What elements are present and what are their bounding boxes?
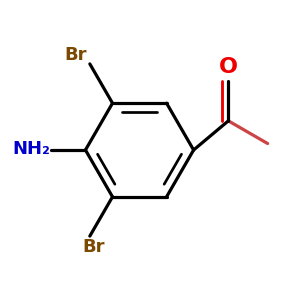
Text: O: O: [219, 58, 238, 77]
Text: NH₂: NH₂: [13, 140, 50, 158]
Text: Br: Br: [64, 46, 87, 64]
Text: Br: Br: [82, 238, 105, 256]
